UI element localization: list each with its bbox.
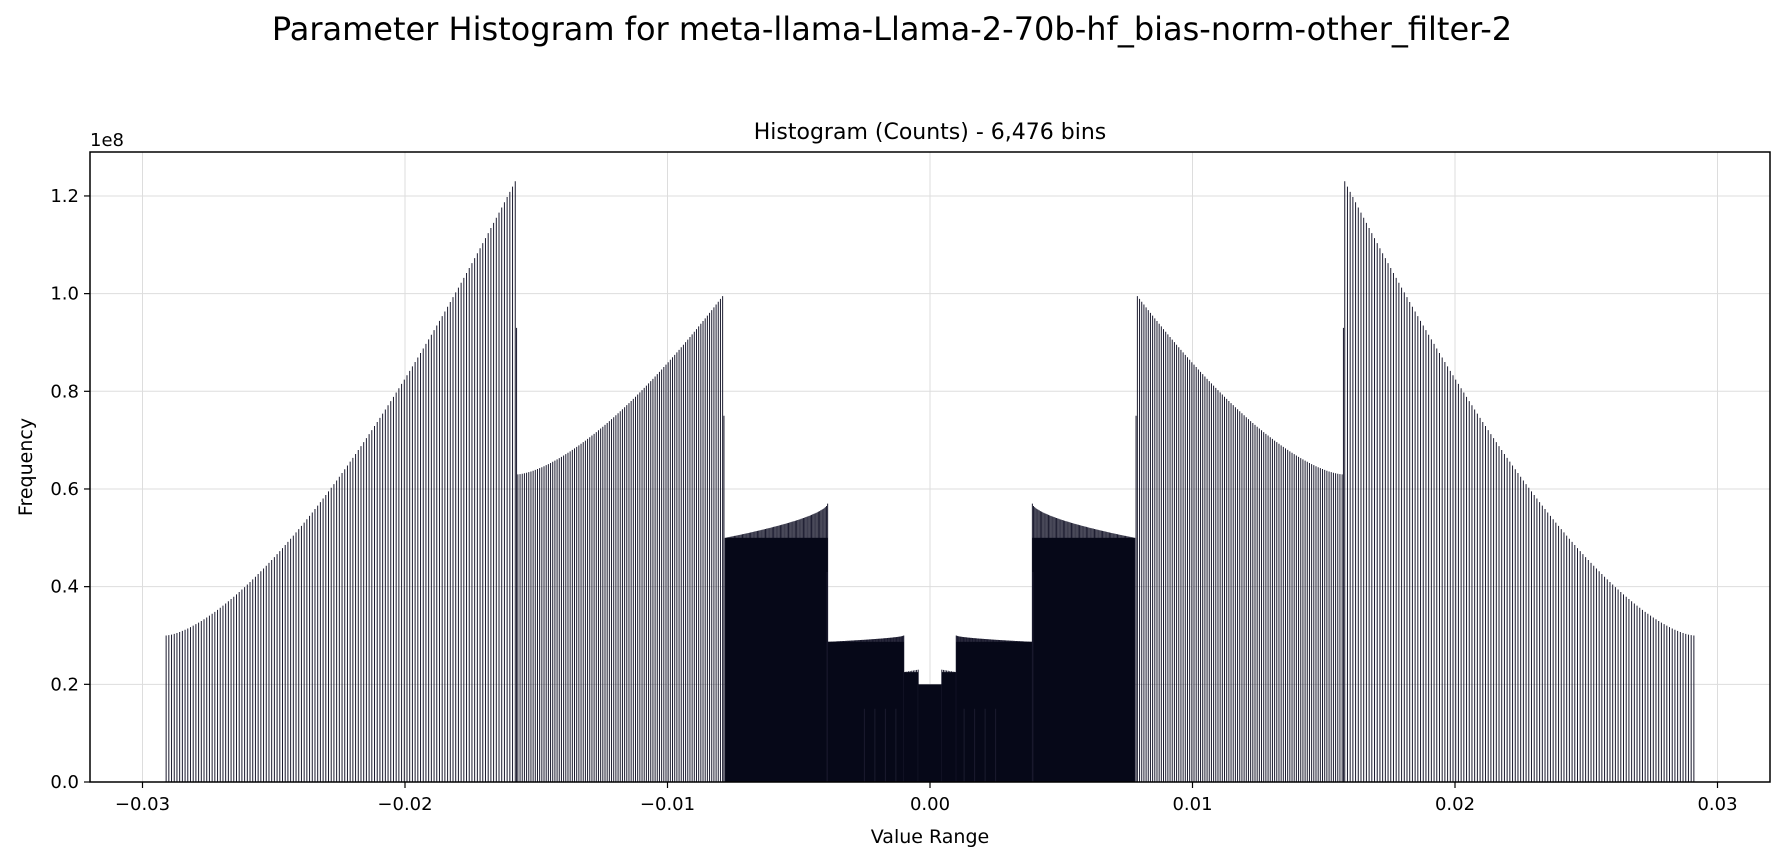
y-tick-label: 0.0	[50, 772, 79, 793]
x-tick-label: −0.02	[377, 794, 432, 815]
histogram-bar-cluster	[1032, 537, 1135, 782]
histogram-bars	[165, 181, 1695, 782]
histogram-bar-cluster	[941, 672, 957, 782]
x-tick-label: 0.00	[910, 794, 950, 815]
y-tick-label: 0.4	[50, 577, 79, 598]
histogram-bar-cluster	[725, 537, 828, 782]
histogram-bar-cluster	[903, 672, 919, 782]
x-tick-label: −0.01	[640, 794, 695, 815]
y-tick-label: 0.8	[50, 381, 79, 402]
y-tick-label: 0.2	[50, 674, 79, 695]
histogram-bar-cluster	[827, 641, 904, 782]
x-tick-label: 0.02	[1435, 794, 1475, 815]
y-offset-label: 1e8	[90, 130, 124, 151]
y-tick-label: 0.6	[50, 479, 79, 500]
histogram-bar-cluster	[956, 641, 1033, 782]
x-tick-label: 0.01	[1172, 794, 1212, 815]
x-axis-label: Value Range	[871, 826, 989, 848]
y-tick-label: 1.2	[50, 186, 79, 207]
y-axis: 0.0 0.2 0.4 0.6 0.8 1.0 1.2	[50, 186, 90, 793]
x-tick-label: −0.03	[115, 794, 170, 815]
chart-title: Histogram (Counts) - 6,476 bins	[754, 120, 1106, 145]
histogram-bar-cluster	[918, 684, 942, 782]
y-tick-label: 1.0	[50, 284, 79, 305]
figure-suptitle: Parameter Histogram for meta-llama-Llama…	[272, 10, 1512, 48]
x-axis: −0.03 −0.02 −0.01 0.00 0.01 0.02 0.03	[115, 782, 1738, 815]
x-tick-label: 0.03	[1697, 794, 1737, 815]
plot-area	[89, 151, 1771, 783]
y-axis-label: Frequency	[15, 418, 37, 516]
grid-lines	[90, 152, 1770, 783]
